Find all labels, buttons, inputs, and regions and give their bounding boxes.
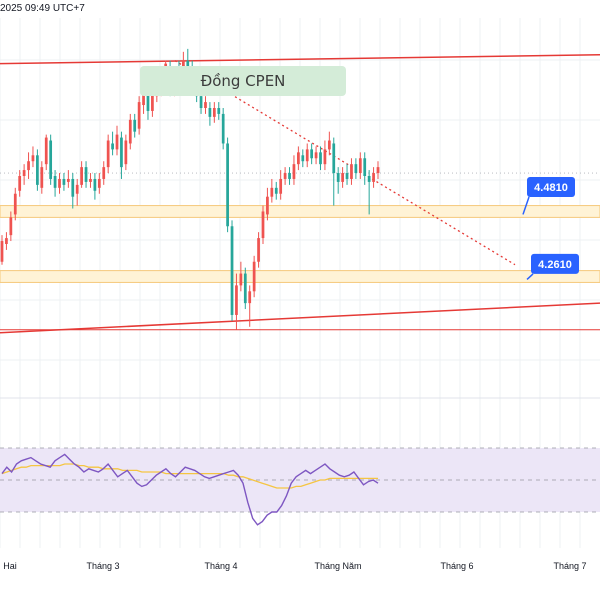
- candle-body: [230, 226, 234, 315]
- candle-body: [102, 167, 106, 179]
- candle-body: [226, 143, 229, 227]
- candle-body: [75, 184, 79, 194]
- candle-body: [199, 96, 203, 108]
- candle-body: [124, 140, 128, 165]
- candle-body: [115, 134, 119, 150]
- candle-body: [204, 102, 207, 108]
- candle-body: [288, 173, 291, 179]
- candle-body: [372, 173, 375, 182]
- support-trendline: [0, 302, 600, 334]
- candle-body: [133, 119, 137, 132]
- candle-body: [27, 161, 30, 171]
- candle-body: [106, 140, 110, 168]
- candle-body: [36, 155, 39, 185]
- x-tick-label: Tháng 6: [440, 561, 473, 571]
- candle-body: [354, 164, 358, 174]
- candle-body: [62, 178, 66, 185]
- candle-body: [239, 273, 243, 286]
- resistance-trendline: [0, 54, 600, 65]
- candle-body: [137, 102, 141, 129]
- rsi-line: [1, 453, 379, 526]
- candle-body: [358, 158, 362, 174]
- candle-body: [257, 238, 260, 262]
- candle-body: [367, 176, 371, 182]
- candle-body: [252, 261, 256, 292]
- x-tick-label: Tháng 4: [204, 561, 237, 571]
- candle-body: [0, 241, 4, 262]
- candle-body: [97, 178, 101, 188]
- candle-body: [243, 273, 247, 304]
- price-label-1: 4.4810: [534, 182, 568, 194]
- candle-body: [44, 137, 48, 165]
- candle-body: [120, 137, 123, 168]
- candle-body: [221, 113, 225, 144]
- price-label-2: 4.2610: [538, 259, 572, 271]
- timestamp-label: 2025 09:49 UTC+7: [0, 3, 85, 14]
- candle-body: [80, 167, 83, 185]
- candle-body: [292, 164, 296, 179]
- price-badge-1: [527, 177, 575, 198]
- candle-body: [49, 140, 53, 179]
- candle-body: [266, 196, 269, 215]
- candle-body: [305, 149, 309, 162]
- candle-body: [323, 149, 327, 165]
- candle-body: [89, 178, 92, 182]
- candle-body: [314, 152, 318, 159]
- candle-body: [208, 108, 212, 117]
- support-zone-2: [0, 270, 600, 283]
- candle-body: [319, 152, 322, 165]
- badge-pointer: [522, 196, 530, 215]
- candle-body: [350, 164, 353, 179]
- candle-body: [363, 158, 367, 176]
- candle-body: [151, 93, 154, 111]
- candle-body: [248, 291, 252, 304]
- candle-body: [332, 143, 336, 174]
- badge-pointer: [526, 273, 534, 281]
- candle-body: [217, 108, 221, 114]
- candle-body: [66, 178, 70, 182]
- x-tick-label: Tháng 3: [86, 561, 119, 571]
- candle-body: [40, 167, 44, 188]
- candle-body: [58, 178, 61, 188]
- candle-body: [53, 176, 57, 188]
- candle-body: [18, 176, 22, 191]
- candle-body: [341, 173, 344, 182]
- candle-body: [345, 173, 349, 179]
- support-zone-1: [0, 205, 600, 218]
- x-tick-label: Hai: [3, 561, 17, 571]
- candle-body: [261, 211, 265, 239]
- candle-body: [301, 155, 305, 162]
- candle-body: [235, 285, 238, 315]
- candle-body: [9, 217, 13, 236]
- candle-body: [146, 93, 150, 111]
- candle-body: [274, 187, 278, 194]
- chart-title: Đồng CPEN: [140, 66, 346, 96]
- candle-body: [283, 173, 287, 179]
- candle-body: [279, 178, 283, 194]
- candle-body: [310, 149, 314, 159]
- candle-body: [212, 108, 216, 117]
- candle-body: [84, 167, 88, 182]
- candle-body: [327, 140, 331, 150]
- candle-body: [376, 167, 380, 174]
- x-tick-label: Tháng Năm: [314, 561, 361, 571]
- candle-body: [111, 143, 114, 150]
- candle-body: [93, 178, 97, 191]
- candle-body: [128, 119, 132, 144]
- candle-body: [31, 155, 35, 162]
- rsi-ma-line: [1, 463, 378, 489]
- candle-body: [142, 90, 145, 106]
- candle-body: [297, 152, 300, 165]
- candle-body: [336, 173, 340, 182]
- x-tick-label: Tháng 7: [553, 561, 586, 571]
- candle-body: [71, 178, 75, 197]
- candle-body: [5, 238, 8, 244]
- candle-body: [13, 193, 17, 215]
- candle-body: [270, 187, 274, 197]
- price-badge-2: [531, 253, 579, 274]
- candle-body: [22, 170, 26, 176]
- candle-body: [186, 60, 190, 67]
